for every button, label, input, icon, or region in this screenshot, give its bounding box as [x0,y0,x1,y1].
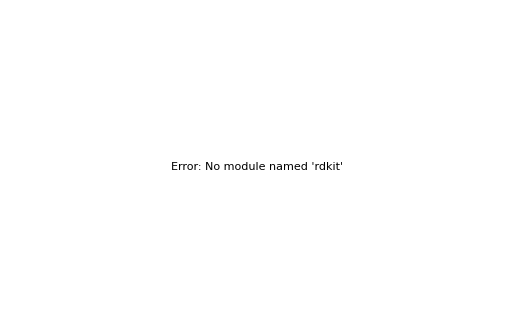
Text: Error: No module named 'rdkit': Error: No module named 'rdkit' [171,162,344,172]
